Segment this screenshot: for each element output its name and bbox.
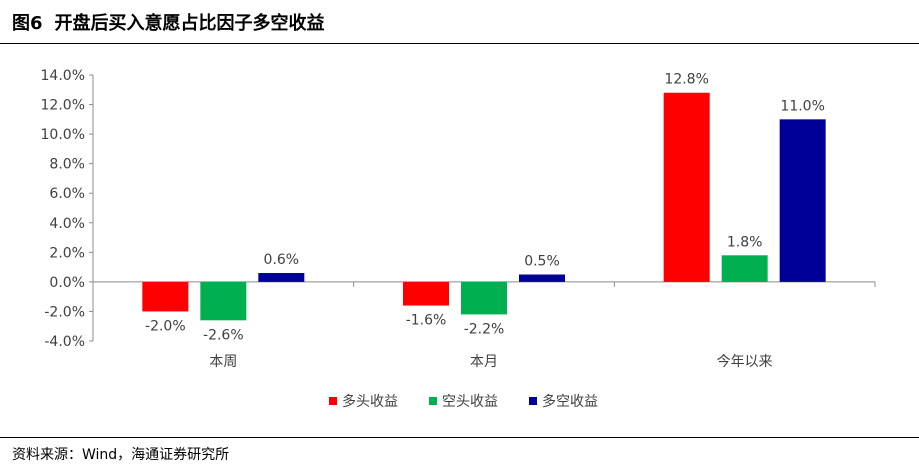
bar [519, 274, 565, 282]
legend-swatch [429, 397, 437, 405]
y-tick-label: 0.0% [49, 275, 85, 291]
x-tick-label: 今年以来 [717, 354, 773, 370]
bar [200, 281, 247, 321]
y-tick-label: 4.0% [49, 216, 85, 232]
bar [403, 281, 449, 306]
figure-title: 图6 开盘后买入意愿占比因子多空收益 [12, 9, 325, 35]
data-label: -2.2% [464, 321, 505, 337]
bar [258, 273, 305, 282]
data-label: 12.8% [664, 72, 708, 88]
figure-number: 图6 [12, 13, 43, 34]
x-tick-label: 本月 [470, 354, 498, 370]
y-tick-label: 12.0% [41, 98, 85, 114]
figure-header: 图6 开盘后买入意愿占比因子多空收益 [0, 0, 919, 42]
legend-label: 空头收益 [442, 394, 498, 410]
footer-rule [0, 437, 919, 438]
bar [142, 281, 189, 312]
y-tick-label: 14.0% [41, 68, 85, 84]
bar [721, 255, 768, 282]
legend-swatch [529, 397, 537, 405]
data-label: 0.6% [264, 252, 300, 268]
data-label: -2.6% [203, 327, 244, 343]
legend-label: 多空收益 [542, 393, 598, 410]
y-tick-label: 10.0% [41, 127, 85, 143]
header-rule [0, 43, 919, 44]
data-label: -2.0% [145, 318, 186, 334]
y-tick-label: 6.0% [49, 186, 85, 202]
y-tick-label: 2.0% [49, 245, 85, 261]
legend-swatch [329, 397, 337, 405]
y-tick-label: -4.0% [44, 334, 85, 350]
data-label: 0.5% [524, 254, 560, 270]
bar [663, 92, 710, 282]
y-tick-label: 8.0% [49, 157, 85, 173]
x-tick-label: 本周 [209, 354, 237, 370]
source-note: 资料来源：Wind，海通证券研究所 [12, 447, 230, 463]
bar [461, 281, 507, 315]
bar [779, 119, 826, 282]
data-label: 1.8% [727, 234, 763, 250]
figure-title-text: 开盘后买入意愿占比因子多空收益 [54, 13, 325, 34]
bar-chart: 14.0% 12.0% 10.0% 8.0% 6.0% 4.0% 2.0% 0.0% -2.0%… [41, 68, 876, 410]
data-label: 11.0% [780, 98, 824, 114]
y-tick-label: -2.0% [44, 304, 85, 320]
legend-label: 多头收益 [342, 393, 398, 410]
data-label: -1.6% [406, 313, 447, 329]
